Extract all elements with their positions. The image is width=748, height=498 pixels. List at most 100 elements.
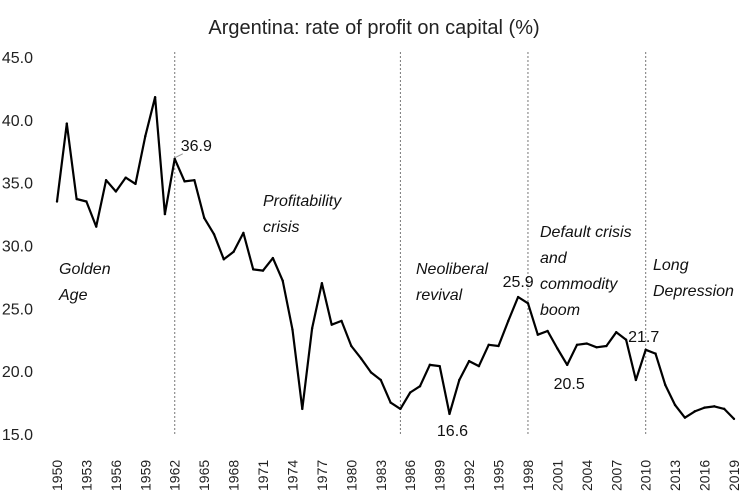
data-labels: 36.9 16.6 25.9 20.5 21.7 — [174, 138, 659, 440]
data-point — [301, 407, 304, 411]
chart-title: Argentina: rate of profit on capital (%) — [208, 17, 539, 39]
data-point — [399, 407, 402, 411]
data-point — [497, 344, 500, 348]
period-label: Long — [653, 257, 689, 274]
x-tick-label: 2016 — [697, 460, 713, 491]
period-label: boom — [540, 302, 580, 319]
period-label: Golden — [59, 261, 111, 278]
period-label: revival — [416, 287, 463, 304]
period-label: Depression — [653, 283, 734, 300]
data-point — [55, 200, 59, 203]
x-tick-label: 1971 — [255, 460, 271, 491]
data-point — [340, 319, 343, 323]
data-point — [693, 410, 696, 413]
x-tick-label: 1953 — [78, 460, 94, 491]
data-point — [114, 190, 118, 193]
data-point — [320, 282, 324, 285]
data-point — [428, 363, 432, 367]
data-point — [546, 329, 549, 333]
data-point — [291, 328, 294, 331]
data-point — [683, 416, 687, 419]
period-label: Age — [58, 287, 88, 304]
profit-rate-series — [55, 96, 736, 421]
period-label: Profitability — [263, 193, 342, 210]
data-point — [163, 212, 167, 216]
data-point — [389, 401, 392, 404]
data-point — [359, 357, 363, 360]
data-point — [252, 268, 255, 271]
data-point — [732, 417, 736, 421]
period-annotations: Golden Age Profitability crisis Neoliberal re… — [58, 193, 734, 319]
x-tick-label: 1980 — [343, 460, 359, 491]
x-tick-label: 2001 — [549, 460, 565, 491]
data-point — [281, 279, 284, 282]
x-tick-label: 2010 — [638, 460, 654, 491]
data-point — [202, 216, 206, 220]
data-point — [438, 364, 441, 368]
data-point — [477, 364, 481, 368]
data-point — [673, 403, 677, 407]
y-tick-label: 30.0 — [2, 239, 33, 256]
data-point — [703, 406, 706, 409]
data-point — [624, 338, 628, 341]
data-point — [350, 344, 353, 348]
data-label: 20.5 — [554, 376, 585, 393]
x-tick-label: 1983 — [373, 460, 389, 491]
data-point — [615, 331, 618, 334]
data-point — [713, 405, 716, 408]
data-point — [634, 378, 638, 382]
data-point — [487, 343, 490, 346]
data-point — [144, 134, 147, 138]
x-tick-label: 1950 — [49, 460, 65, 491]
data-point — [212, 232, 216, 236]
data-point — [183, 180, 186, 183]
x-tick-label: 1974 — [284, 460, 300, 491]
y-axis: 15.0 20.0 25.0 30.0 35.0 40.0 45.0 — [2, 50, 33, 444]
data-point — [232, 250, 235, 253]
data-point — [575, 343, 579, 346]
data-point — [65, 122, 69, 125]
period-label: crisis — [263, 219, 299, 236]
x-tick-label: 1965 — [196, 460, 212, 491]
data-point — [722, 407, 726, 411]
data-label-leader — [174, 153, 183, 159]
data-point — [516, 295, 520, 299]
data-point — [369, 371, 373, 374]
y-tick-label: 25.0 — [2, 301, 33, 318]
data-point — [526, 302, 530, 305]
x-tick-label: 1992 — [461, 460, 477, 491]
data-point — [585, 342, 589, 345]
period-label: Default crisis — [540, 224, 632, 241]
data-label: 25.9 — [503, 274, 534, 291]
data-point — [75, 197, 78, 201]
data-point — [242, 231, 245, 235]
data-point — [566, 363, 569, 367]
y-tick-label: 20.0 — [2, 364, 33, 381]
data-point — [173, 157, 176, 160]
y-tick-label: 35.0 — [2, 176, 33, 193]
data-label: 16.6 — [437, 423, 468, 440]
data-point — [379, 378, 382, 382]
period-label: commodity — [540, 276, 618, 293]
y-tick-label: 40.0 — [2, 113, 33, 130]
x-tick-label: 2019 — [726, 460, 742, 491]
x-tick-label: 1962 — [167, 460, 183, 491]
y-tick-label: 45.0 — [2, 50, 33, 67]
data-point — [458, 378, 461, 382]
data-point — [95, 225, 98, 228]
data-point — [536, 333, 539, 336]
data-point — [310, 327, 314, 330]
data-point — [418, 385, 422, 388]
data-point — [595, 346, 598, 349]
data-point — [85, 200, 88, 203]
x-tick-label: 1977 — [314, 460, 330, 491]
x-tick-label: 2004 — [579, 460, 595, 491]
x-tick-label: 1956 — [108, 460, 124, 491]
y-tick-label: 15.0 — [2, 427, 33, 444]
data-point — [271, 256, 275, 260]
data-point — [644, 348, 647, 352]
data-point — [153, 96, 157, 99]
x-tick-label: 1959 — [137, 460, 153, 491]
series-line — [55, 96, 735, 420]
